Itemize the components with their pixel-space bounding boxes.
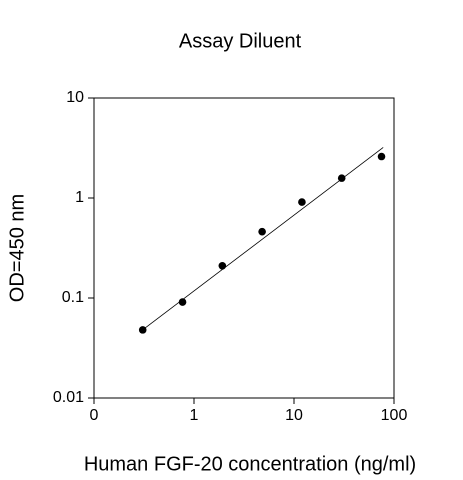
y-tick-label: 1 [75,189,84,206]
x-tick-label: 100 [381,407,408,424]
plot-frame [93,97,395,399]
data-point [337,174,346,182]
x-tick-label: 0 [90,407,99,424]
y-tick-label: 0.01 [53,389,84,406]
chart-title: Assay Diluent [179,30,302,52]
x-tick-label: 1 [190,407,199,424]
data-point [138,326,147,334]
y-tick-label: 10 [66,89,84,106]
data-point [258,227,266,236]
fit-line [139,147,384,333]
x-axis-label: Human FGF-20 concentration (ng/ml) [84,453,416,475]
data-point [218,261,227,270]
data-point [178,298,187,306]
data-point [298,198,306,206]
x-tick-label: 10 [285,407,303,424]
y-axis-label: OD=450 nm [6,194,28,302]
data-point [377,152,386,161]
y-tick-label: 0.1 [62,289,84,306]
